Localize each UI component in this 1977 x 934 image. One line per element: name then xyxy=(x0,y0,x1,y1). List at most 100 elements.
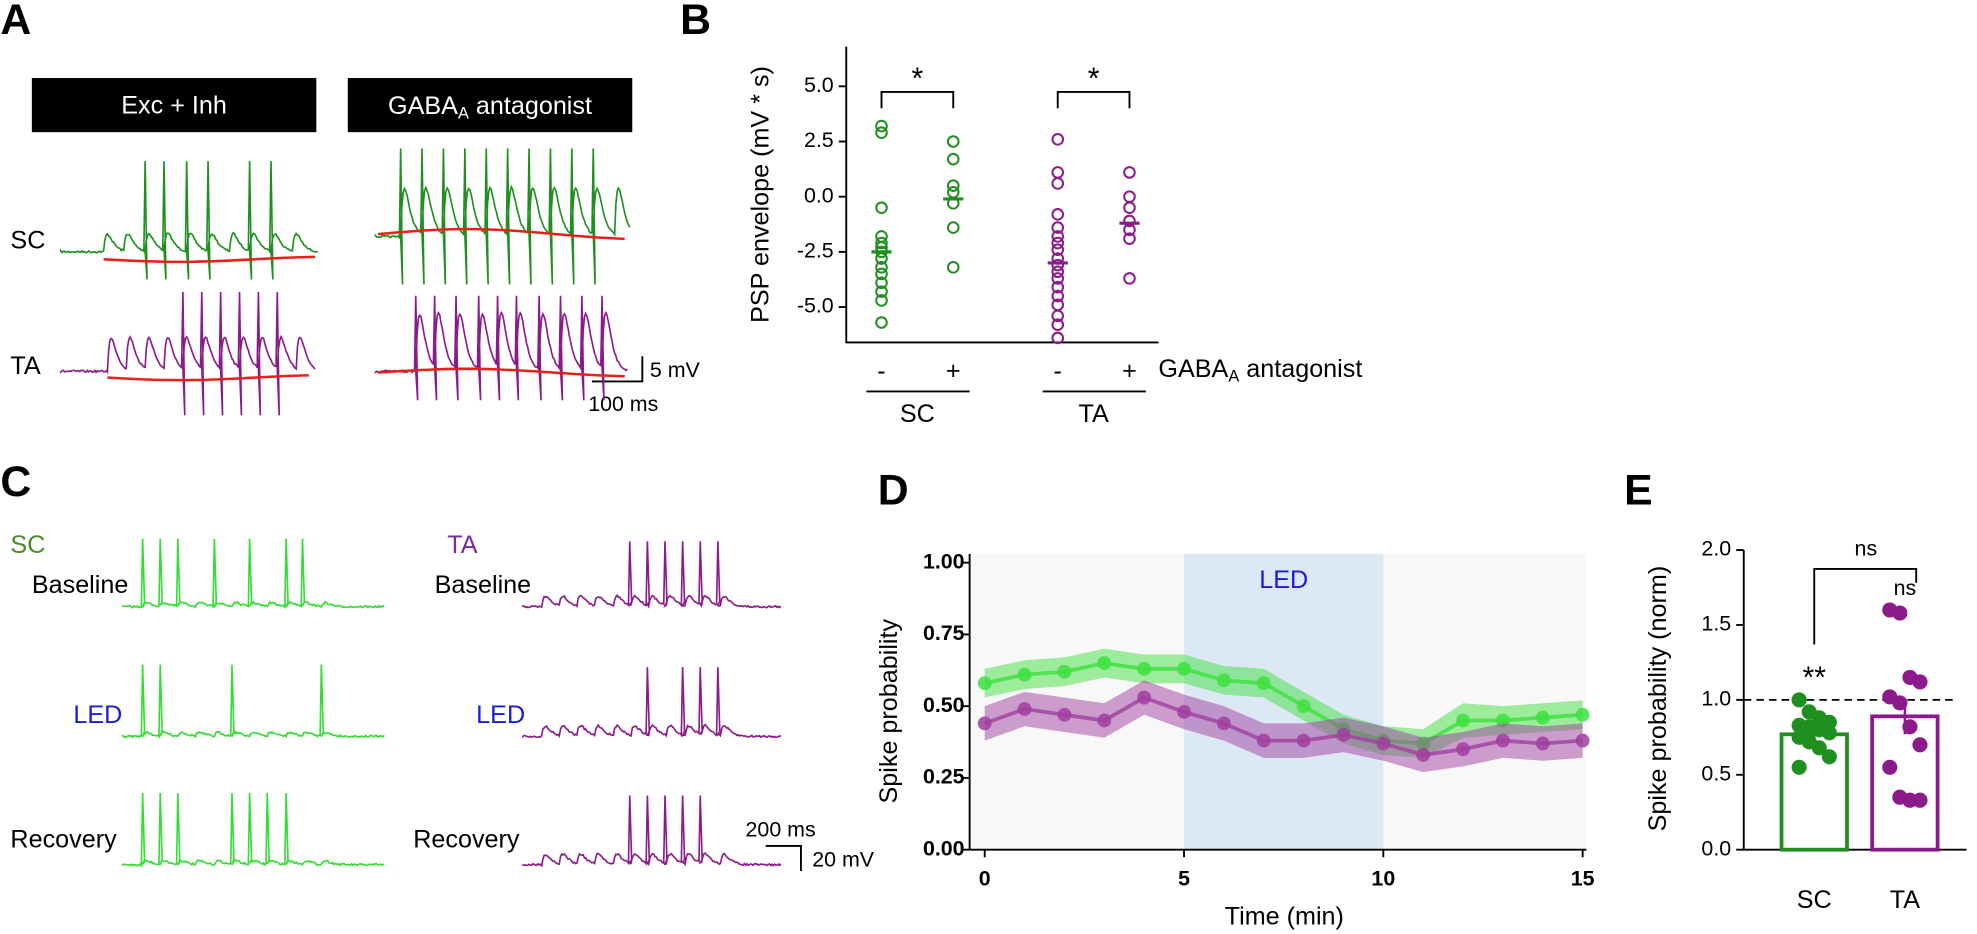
point xyxy=(1123,272,1136,285)
point xyxy=(977,716,992,731)
bar xyxy=(1870,714,1940,852)
condition-label: Exc + Inh xyxy=(121,92,227,120)
point xyxy=(1123,190,1136,203)
x-tick-label: SC xyxy=(1797,886,1832,914)
point xyxy=(1811,740,1827,756)
shade-label: LED xyxy=(1259,566,1308,594)
point xyxy=(1097,656,1112,671)
condition-box xyxy=(347,78,633,133)
point xyxy=(1051,272,1065,285)
x-tick-label: 0 xyxy=(979,867,991,891)
y-tick-label: 1.5 xyxy=(1701,612,1731,636)
point xyxy=(1051,243,1065,256)
point xyxy=(1051,132,1065,146)
point xyxy=(1902,719,1918,735)
point xyxy=(1051,309,1065,323)
point xyxy=(1051,221,1065,234)
point xyxy=(1137,690,1152,705)
point xyxy=(946,221,960,234)
y-tick-label: 0.75 xyxy=(923,621,965,645)
point xyxy=(1912,674,1928,690)
point xyxy=(1051,280,1065,294)
y-tick-label: 0.0 xyxy=(804,183,834,207)
y-tick-label: 2.0 xyxy=(1701,537,1731,561)
group-label: TA xyxy=(447,531,477,559)
trace xyxy=(121,664,385,739)
scale-bar xyxy=(591,356,644,383)
annotation: * xyxy=(1088,63,1100,96)
point xyxy=(946,261,960,274)
point xyxy=(1097,713,1112,728)
scale-bar xyxy=(765,844,802,872)
envelope xyxy=(377,227,625,241)
point xyxy=(1892,605,1908,621)
x-tick-label: + xyxy=(1122,357,1137,385)
row-label: TA xyxy=(10,352,40,380)
point xyxy=(875,267,888,281)
text: A xyxy=(1228,368,1239,386)
point xyxy=(875,316,888,329)
y-tick-label: -5.0 xyxy=(797,294,834,318)
point xyxy=(1051,289,1065,303)
group-label: SC xyxy=(10,531,45,559)
point xyxy=(875,261,888,274)
y-tick-label: 0.0 xyxy=(1701,836,1731,860)
envelope xyxy=(107,374,309,382)
point xyxy=(1296,733,1311,748)
panel-label: E xyxy=(1624,467,1653,515)
condition-label: LED xyxy=(476,701,525,729)
condition-label: LED xyxy=(73,701,122,729)
point xyxy=(875,285,888,298)
point xyxy=(1296,699,1311,714)
point xyxy=(1821,725,1837,741)
point xyxy=(1051,230,1065,243)
text: GABA xyxy=(388,92,458,120)
axis-label: Spike probability xyxy=(875,618,903,803)
point xyxy=(1216,673,1231,688)
point xyxy=(1137,661,1152,676)
point xyxy=(1892,695,1908,711)
point xyxy=(1882,759,1898,775)
point xyxy=(1456,742,1470,757)
annotation: ns xyxy=(1894,576,1917,600)
scale-label: 200 ms xyxy=(746,817,816,841)
point xyxy=(1051,258,1065,272)
bracket xyxy=(880,90,955,109)
point xyxy=(1912,737,1928,753)
scale-label: 100 ms xyxy=(588,392,658,416)
text: GABA xyxy=(1158,355,1228,383)
condition-label: Recovery xyxy=(413,826,520,854)
y-tick-label: 0.00 xyxy=(923,836,965,860)
trace xyxy=(521,541,782,609)
axis-label: Time (min) xyxy=(1225,902,1344,930)
point xyxy=(1821,749,1837,765)
x-tick-label: 15 xyxy=(1571,867,1595,891)
condition-label: Baseline xyxy=(435,571,531,599)
group-label: SC xyxy=(900,400,935,428)
y-tick-label: 1.0 xyxy=(1701,687,1731,711)
y-tick-label: 1.00 xyxy=(923,549,965,573)
y-tick-label: 0.25 xyxy=(923,765,965,789)
annotation: * xyxy=(911,63,923,96)
scale-label: 5 mV xyxy=(650,358,701,382)
y-tick-label: 0.50 xyxy=(923,693,965,717)
point xyxy=(1123,214,1136,228)
point xyxy=(1535,736,1550,751)
y-tick-label: 2.5 xyxy=(804,128,834,152)
annotation: ** xyxy=(1802,662,1826,695)
point xyxy=(1051,236,1065,250)
point xyxy=(1051,318,1065,332)
point xyxy=(1495,733,1510,748)
point xyxy=(1456,713,1470,728)
point xyxy=(1051,177,1065,190)
point xyxy=(1791,692,1807,708)
series-line xyxy=(984,695,1583,757)
trace xyxy=(374,295,628,401)
point xyxy=(1575,707,1590,722)
point xyxy=(1535,710,1550,725)
trace xyxy=(521,795,782,868)
x-tick-label: TA xyxy=(1890,886,1920,914)
point xyxy=(1256,733,1271,748)
trace xyxy=(121,792,385,869)
